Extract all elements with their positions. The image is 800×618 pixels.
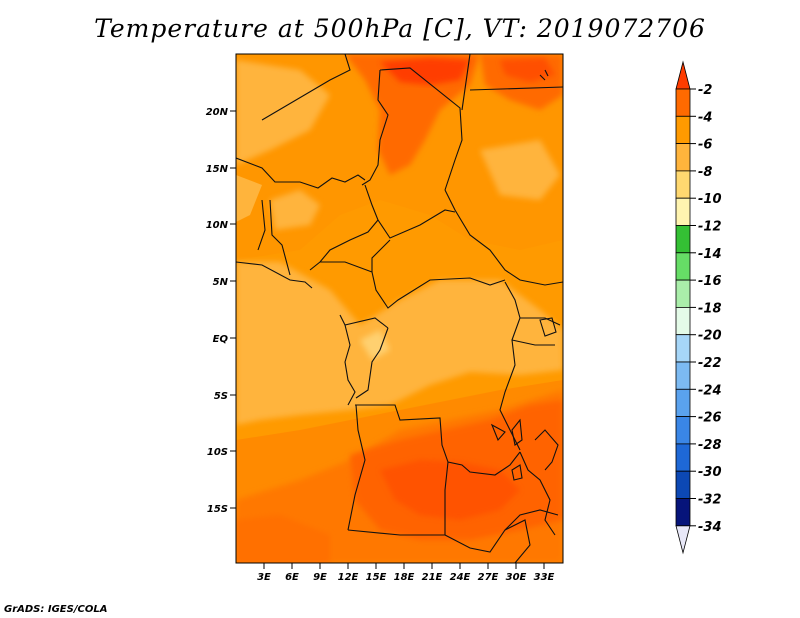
colorbar-label: -22 [698, 356, 722, 371]
lon-label: 30E [506, 572, 527, 583]
lon-label: 9E [313, 572, 327, 583]
colorbar-swatch [675, 361, 691, 390]
lon-label: 33E [534, 572, 555, 583]
lon-label: 3E [257, 572, 271, 583]
lon-axis: 3E 6E 9E 12E 15E 18E 21E 24E 27E 30E 33E [257, 563, 555, 583]
lat-label: 20N [206, 107, 229, 118]
colorbar: -2 -4 -6 -8 -10 -12 -14 -16 -18 -20 -22 -24 -26 -28 -3… [675, 60, 722, 555]
map-title: Temperature at 500hPa [C], VT: 201907270… [94, 14, 706, 43]
colorbar-swatch [675, 306, 691, 336]
colorbar-swatch [675, 279, 691, 308]
colorbar-swatch [675, 252, 691, 281]
colorbar-swatch [675, 334, 691, 363]
lat-label: EQ [213, 334, 229, 345]
lat-label: 10N [206, 220, 229, 231]
colorbar-swatch [675, 416, 691, 445]
colorbar-label: -34 [698, 520, 722, 535]
colorbar-label: -32 [698, 493, 722, 508]
colorbar-swatch [675, 225, 691, 254]
colorbar-bottom-arrow [675, 525, 691, 555]
map-frame [235, 53, 564, 564]
colorbar-label: -10 [698, 192, 722, 207]
lon-label: 21E [422, 572, 443, 583]
colorbar-label: -28 [698, 438, 722, 453]
lat-label: 5S [214, 391, 228, 402]
colorbar-label: -2 [698, 83, 712, 98]
grads-credit: GrADS: IGES/COLA [4, 604, 108, 615]
colorbar-label: -4 [698, 110, 712, 125]
colorbar-label: -16 [698, 274, 722, 289]
lat-axis: 20N 15N 10N 5N EQ 5S 10S 15S [206, 107, 236, 515]
lon-label: 27E [478, 572, 499, 583]
colorbar-label: -8 [698, 165, 712, 180]
colorbar-label: -12 [698, 220, 722, 235]
lon-label: 24E [450, 572, 471, 583]
colorbar-swatch [675, 115, 691, 145]
lat-label: 15N [206, 164, 229, 175]
colorbar-label: -14 [698, 247, 722, 262]
colorbar-swatch [675, 470, 691, 499]
lat-label: 15S [207, 504, 228, 515]
lat-label: 5N [213, 277, 229, 288]
colorbar-label: -26 [698, 411, 722, 426]
temperature-field [236, 54, 563, 563]
colorbar-swatch [675, 197, 691, 226]
colorbar-swatch [675, 388, 691, 417]
colorbar-label: -6 [698, 138, 712, 153]
colorbar-top-arrow [675, 60, 691, 90]
lon-label: 18E [394, 572, 415, 583]
lon-label: 6E [285, 572, 299, 583]
colorbar-label: -20 [698, 329, 722, 344]
colorbar-label: -24 [698, 383, 722, 398]
colorbar-swatch [675, 498, 691, 527]
colorbar-swatch [675, 170, 691, 199]
colorbar-swatch [675, 443, 691, 472]
lat-label: 10S [207, 447, 228, 458]
colorbar-label: -18 [698, 301, 722, 316]
lon-label: 15E [366, 572, 387, 583]
lon-label: 12E [338, 572, 359, 583]
colorbar-swatch [675, 88, 691, 117]
colorbar-label: -30 [698, 465, 722, 480]
colorbar-swatch [675, 143, 691, 172]
country-borders [236, 54, 563, 563]
